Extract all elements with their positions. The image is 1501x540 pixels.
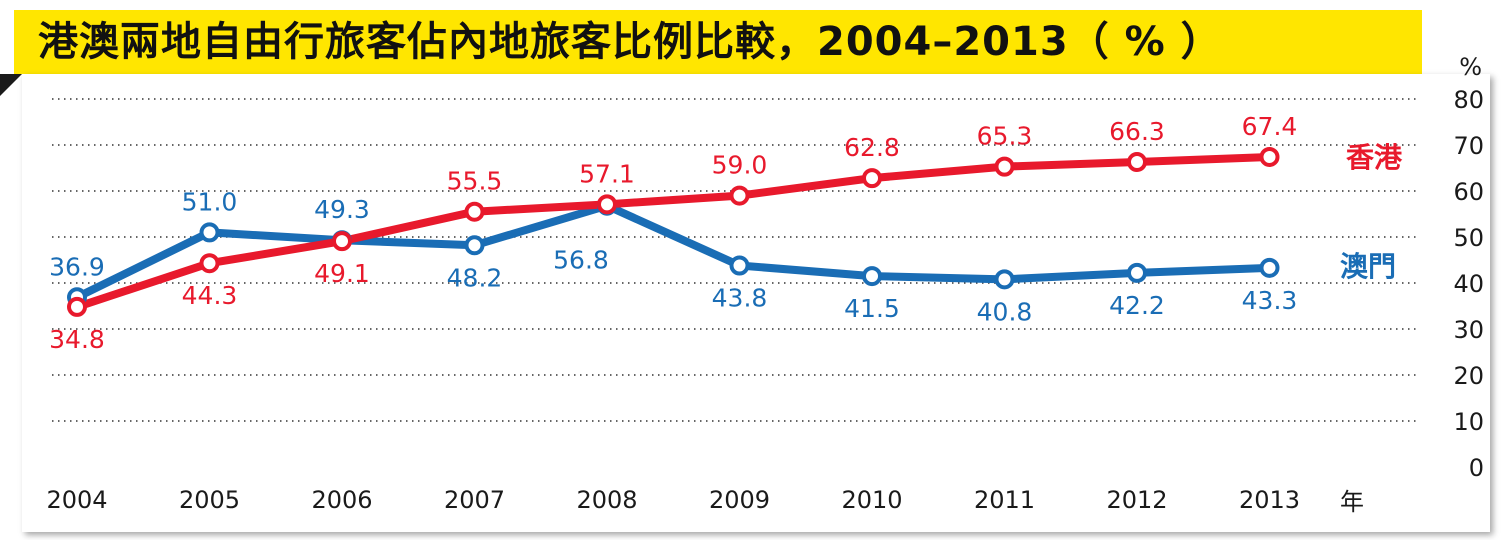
data-point [994,156,1015,177]
data-label: 34.8 [49,325,105,354]
series-label-hk: 香港 [1346,141,1403,174]
y-tick-label: 40 [1453,270,1484,298]
data-label: 55.5 [447,167,503,196]
data-label: 51.0 [182,187,238,216]
y-tick-label: 70 [1453,132,1484,160]
data-label: 43.8 [712,284,768,313]
data-point [1127,152,1147,173]
y-tick-label: 80 [1453,86,1484,114]
x-tick-label: 2010 [841,486,902,514]
data-label: 48.2 [447,263,503,292]
data-point [1259,146,1280,167]
x-tick-label: 2012 [1106,486,1167,514]
data-point [994,269,1015,290]
data-point [862,266,882,287]
data-point [464,235,485,256]
x-tick-label: 2009 [709,486,770,514]
x-tick-label: 2006 [311,486,372,514]
data-label: 43.3 [1242,286,1298,315]
x-unit-label: 年 [1340,488,1364,516]
chart-panel [22,74,1490,532]
y-tick-label: 50 [1453,224,1484,252]
x-tick-label: 2004 [46,486,107,514]
data-label: 49.3 [314,195,370,224]
data-point [597,194,617,215]
data-label: 59.0 [712,151,768,180]
y-tick-label: 10 [1453,408,1484,436]
data-label: 57.1 [579,159,635,188]
data-label: 66.3 [1109,117,1165,146]
data-label: 62.8 [844,133,900,162]
series-line [73,201,1274,302]
data-point [332,231,352,252]
x-tick-label: 2007 [444,486,505,514]
y-unit-label: % [1459,53,1482,81]
series-label-macau: 澳門 [1340,250,1396,283]
data-point [67,296,87,317]
x-tick-label: 2005 [179,486,240,514]
data-label: 40.8 [977,297,1033,326]
x-tick-label: 2008 [576,486,637,514]
data-point [729,185,750,206]
data-point [464,201,485,222]
chart-title: 港澳兩地自由行旅客佔內地旅客比例比較，2004–2013（ % ） [38,19,1222,65]
data-label: 49.1 [314,259,370,288]
data-label: 36.9 [49,252,105,281]
data-label: 67.4 [1242,112,1298,141]
y-tick-label: 0 [1469,454,1484,482]
data-point [1259,257,1280,278]
series-line [73,152,1274,311]
data-label: 42.2 [1109,291,1165,320]
data-label: 65.3 [977,122,1033,151]
title-banner [14,10,1422,74]
y-tick-label: 20 [1453,362,1484,390]
data-label: 41.5 [844,294,900,323]
data-point [199,222,220,243]
data-label: 56.8 [553,246,609,275]
data-point [1127,262,1147,283]
data-point [862,168,882,189]
y-tick-label: 30 [1453,316,1484,344]
data-label: 44.3 [182,281,238,310]
y-tick-label: 60 [1453,178,1484,206]
data-point [729,255,750,276]
x-tick-label: 2013 [1239,486,1300,514]
title-corner-tab [0,74,22,96]
data-point [199,253,220,274]
x-tick-label: 2011 [974,486,1035,514]
